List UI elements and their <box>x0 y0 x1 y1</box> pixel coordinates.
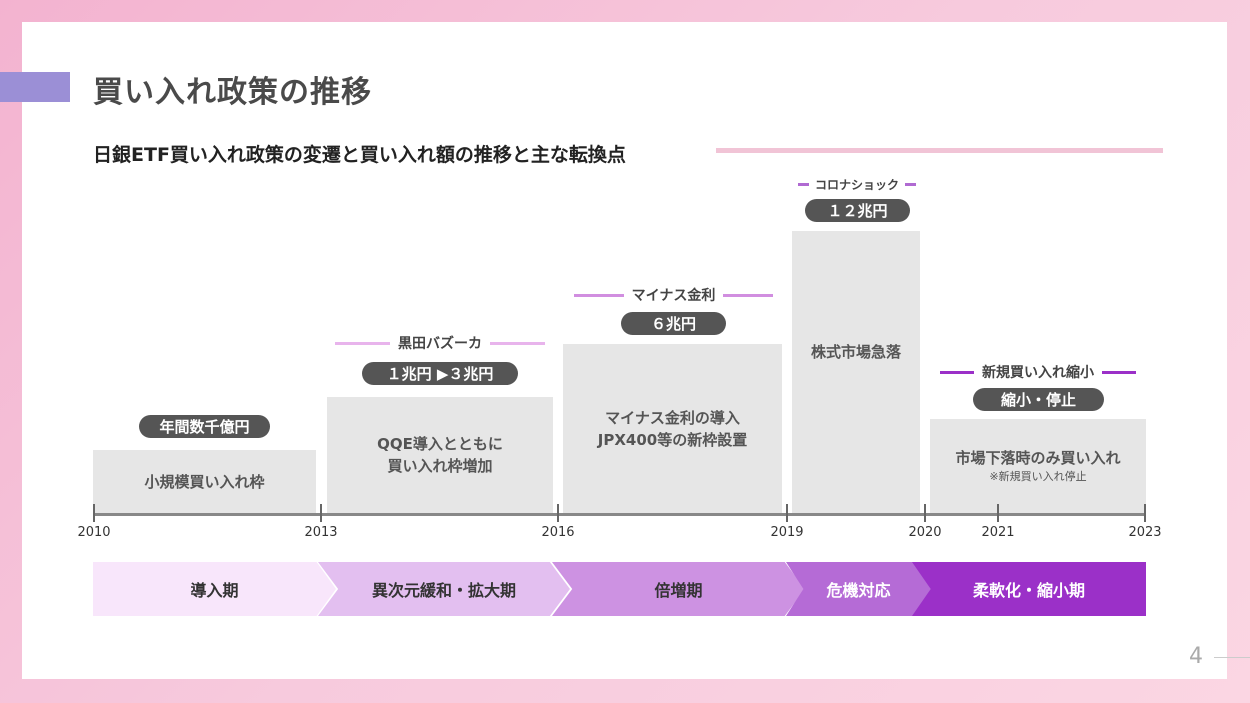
title-accent-bar <box>0 72 70 102</box>
event-line-left <box>940 370 974 374</box>
tick-2021 <box>997 504 999 522</box>
event-label-kuroda: 黒田バズーカ <box>327 333 553 353</box>
year-label-2020: 2020 <box>908 525 942 540</box>
timeline-axis <box>93 513 1146 516</box>
event-line-right <box>905 182 916 186</box>
phase-doubling: 倍増期 <box>552 562 805 616</box>
year-label-2019: 2019 <box>770 525 804 540</box>
period-box-2019-2020: 株式市場急落 <box>792 231 920 513</box>
event-label-corona: コロナショック <box>792 174 922 194</box>
phase-label: 柔軟化・縮小期 <box>972 581 1085 600</box>
tick-2023 <box>1144 504 1146 522</box>
box-text: 小規模買い入れ枠 <box>144 472 265 491</box>
period-box-2013-2016: QQE導入とともに 買い入れ枠増加 <box>327 397 553 513</box>
box-text-line1: QQE導入とともに <box>377 435 503 453</box>
tick-2020 <box>924 504 926 522</box>
phase-label: 異次元緩和・拡大期 <box>371 581 516 600</box>
year-label-2010: 2010 <box>77 525 111 540</box>
event-line-left <box>573 293 624 297</box>
amount-pill-2016: ６兆円 <box>621 312 726 335</box>
amount-pill-2013: １兆円 ▶３兆円 <box>362 362 518 385</box>
phase-expansion: 異次元緩和・拡大期 <box>318 562 570 616</box>
event-label-reduction: 新規買い入れ縮小 <box>930 362 1146 382</box>
event-line-right <box>1102 370 1136 374</box>
event-text: コロナショック <box>814 177 899 192</box>
event-text: マイナス金利 <box>631 288 716 304</box>
event-text: 新規買い入れ縮小 <box>982 365 1094 381</box>
tick-2019 <box>786 504 788 522</box>
phase-introduction: 導入期 <box>93 562 336 616</box>
year-label-2021: 2021 <box>981 525 1015 540</box>
section-subtitle: 日銀ETF買い入れ政策の変遷と買い入れ額の推移と主な転換点 <box>93 144 626 166</box>
event-line-right <box>723 293 774 297</box>
phase-label: 倍増期 <box>654 581 703 600</box>
box-text: 株式市場急落 <box>810 343 901 361</box>
tick-2010 <box>93 504 95 522</box>
period-box-2020-2023: 市場下落時のみ買い入れ ※新規買い入れ停止 <box>930 419 1146 513</box>
box-note: ※新規買い入れ停止 <box>989 470 1087 483</box>
phase-label: 危機対応 <box>826 581 891 600</box>
event-label-negative-rate: マイナス金利 <box>565 285 782 305</box>
box-text-line2: JPX400等の新枠設置 <box>597 430 748 449</box>
box-text-line1: マイナス金利の導入 <box>605 408 740 427</box>
page-number: 4 <box>1189 644 1203 669</box>
period-box-2016-2019: マイナス金利の導入 JPX400等の新枠設置 <box>563 344 782 513</box>
page-title: 買い入れ政策の推移 <box>93 75 372 110</box>
phase-label: 導入期 <box>190 581 239 600</box>
amount-pill-2019: １２兆円 <box>805 199 910 222</box>
box-text-line2: 買い入れ枠増加 <box>387 457 493 475</box>
event-text: 黒田バズーカ <box>398 336 482 352</box>
amount-pill-2020: 縮小・停止 <box>973 388 1104 411</box>
phase-flexible-reduction: 柔軟化・縮小期 <box>912 562 1146 616</box>
phase-crisis-response: 危機対応 <box>786 562 931 616</box>
subtitle-rule <box>716 148 1163 153</box>
box-text-line1: 市場下落時のみ買い入れ <box>955 449 1121 467</box>
amount-pill-2010: 年間数千億円 <box>139 415 270 438</box>
page-number-rule <box>1214 657 1250 658</box>
event-line-right <box>490 341 545 345</box>
year-label-2023: 2023 <box>1128 525 1162 540</box>
year-label-2013: 2013 <box>304 525 338 540</box>
year-label-2016: 2016 <box>541 525 575 540</box>
period-box-2010-2013: 小規模買い入れ枠 <box>93 450 316 513</box>
tick-2013 <box>320 504 322 522</box>
tick-2016 <box>557 504 559 522</box>
event-line-left <box>798 182 809 186</box>
event-line-left <box>335 341 390 345</box>
